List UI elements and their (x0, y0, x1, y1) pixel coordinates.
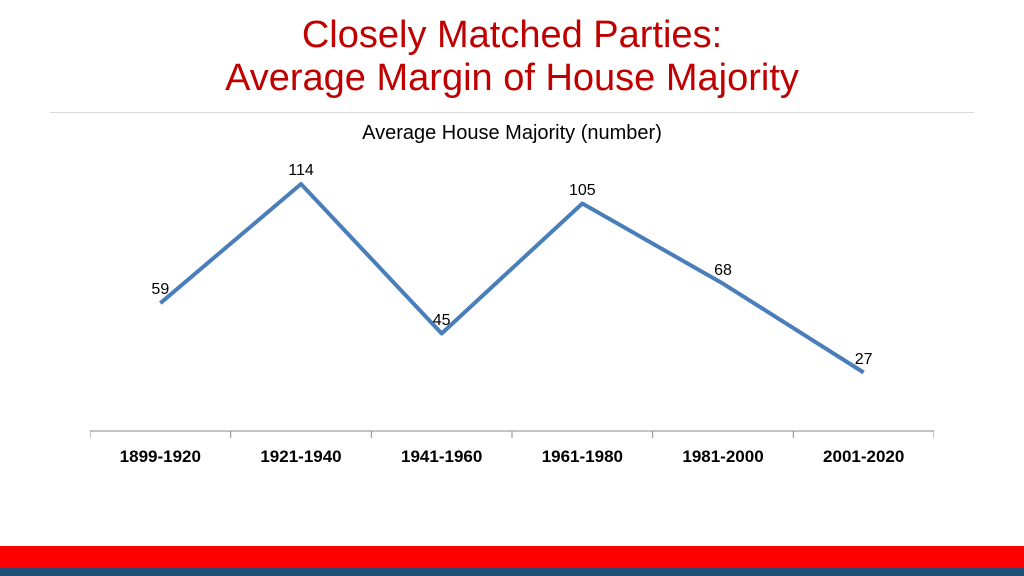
data-label: 114 (288, 162, 314, 180)
x-axis-label: 1981-2000 (653, 439, 794, 471)
title-line-2: Average Margin of House Majority (0, 57, 1024, 100)
line-chart: Average House Majority (number) 59 114 45 1… (90, 122, 934, 492)
x-axis-label: 1921-1940 (231, 439, 372, 471)
slide: { "title": { "line1": "Closely Matched P… (0, 0, 1024, 576)
title-line-1: Closely Matched Parties: (0, 14, 1024, 57)
data-label: 45 (433, 312, 451, 330)
footer-stripe-red (0, 546, 1024, 568)
x-axis-label: 1961-1980 (512, 439, 653, 471)
chart-title: Average House Majority (number) (90, 122, 934, 145)
x-axis-label: 1899-1920 (90, 439, 231, 471)
data-label: 68 (714, 262, 732, 280)
chart-plot-area: 59 114 45 105 68 27 1899-19201921-19401941-196… (90, 151, 934, 471)
footer-stripe-blue (0, 568, 1024, 576)
x-axis-label: 2001-2020 (793, 439, 934, 471)
title-divider (50, 112, 974, 113)
slide-title: Closely Matched Parties: Average Margin … (0, 14, 1024, 100)
data-label: 27 (855, 351, 873, 369)
x-axis-label: 1941-1960 (371, 439, 512, 471)
data-label: 59 (151, 281, 169, 299)
data-label: 105 (569, 182, 596, 200)
